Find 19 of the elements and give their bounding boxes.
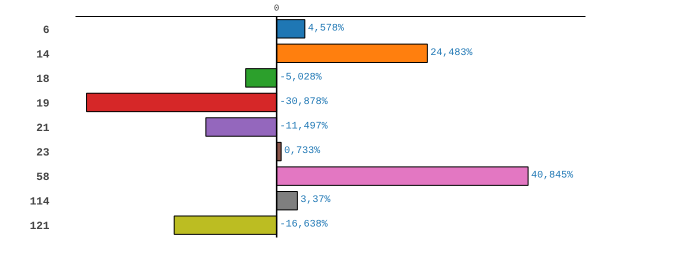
y-tick-label: 14 [36,49,50,62]
data-label: 3,37% [300,195,330,206]
data-label: -16,638% [280,220,328,231]
y-tick-label: 23 [36,148,50,160]
data-label: -5,028% [280,72,322,84]
data-label: -30,878% [280,96,328,108]
y-tick-label: 114 [30,196,50,209]
y-tick-label: 21 [36,123,50,135]
data-label: 4,578% [308,23,344,34]
y-tick-label: 58 [36,172,50,184]
y-tick-label: 19 [36,98,50,110]
data-label: 24,483% [430,48,472,59]
data-label: -11,497% [280,122,328,132]
y-tick-label: 6 [42,24,50,37]
y-tick-label: 121 [30,221,50,234]
text: 0 [274,4,280,14]
data-label: 0,733% [284,146,320,158]
data-label: 40,845% [531,170,574,182]
y-tick-label: 18 [36,74,50,86]
